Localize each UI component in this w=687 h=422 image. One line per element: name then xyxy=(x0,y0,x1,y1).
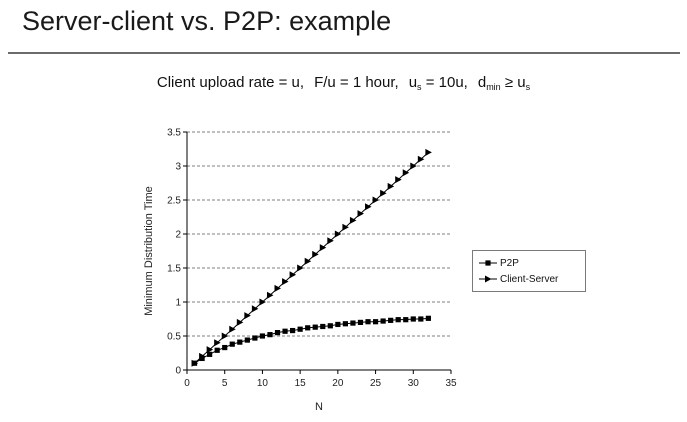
data-point-p2p xyxy=(252,335,258,341)
data-point-client-server xyxy=(191,359,199,367)
y-axis-title: Minimum Distribution Time xyxy=(143,186,155,316)
data-point-p2p xyxy=(395,317,401,323)
subtitle-file-time: F/u = 1 hour, xyxy=(314,74,399,91)
data-point-client-server xyxy=(289,271,297,279)
data-point-client-server xyxy=(236,318,244,326)
data-point-client-server xyxy=(251,305,259,313)
legend-label-p2p: P2P xyxy=(500,257,519,269)
data-point-p2p xyxy=(380,318,386,324)
x-tick-label: 10 xyxy=(257,378,269,389)
data-point-p2p xyxy=(365,319,371,325)
data-point-client-server xyxy=(266,291,274,299)
data-point-p2p xyxy=(222,344,228,351)
data-point-client-server xyxy=(342,223,349,231)
data-point-client-server xyxy=(425,148,432,156)
data-point-client-server xyxy=(244,312,251,320)
data-point-client-server xyxy=(357,210,364,218)
data-point-client-server xyxy=(199,352,206,360)
data-point-p2p xyxy=(267,332,273,338)
subtitle-dmin: dmin ≥ us xyxy=(477,74,531,92)
data-point-p2p xyxy=(403,317,409,323)
data-point-p2p xyxy=(290,327,296,334)
legend-swatch-client-server xyxy=(479,275,497,283)
data-point-p2p xyxy=(229,341,235,347)
y-tick-label: 2.5 xyxy=(167,196,181,207)
data-point-client-server xyxy=(214,339,221,347)
data-point-client-server xyxy=(402,169,410,177)
data-point-client-server xyxy=(387,182,395,190)
x-tick-label: 15 xyxy=(295,378,307,389)
y-tick-label: 3.5 xyxy=(167,128,181,139)
data-point-client-server xyxy=(417,155,425,163)
data-point-p2p xyxy=(350,320,356,326)
data-point-client-server xyxy=(334,230,342,238)
title-divider xyxy=(8,52,680,54)
data-point-p2p xyxy=(199,355,205,362)
data-point-p2p xyxy=(388,317,394,323)
x-axis-title: N xyxy=(315,401,323,413)
data-point-p2p xyxy=(207,351,213,357)
x-tick-label: 35 xyxy=(445,378,457,389)
x-tick-label: 20 xyxy=(332,378,344,389)
data-point-client-server xyxy=(312,250,319,258)
data-point-p2p xyxy=(335,321,341,328)
y-tick-label: 3 xyxy=(175,162,181,173)
data-point-p2p xyxy=(372,319,379,325)
y-tick-label: 1 xyxy=(175,298,181,309)
chart-legend: P2P Client-Server xyxy=(472,250,586,292)
data-point-p2p xyxy=(297,326,303,332)
data-point-client-server xyxy=(410,162,417,170)
data-point-p2p xyxy=(418,316,424,322)
legend-swatch-p2p xyxy=(479,260,497,266)
data-point-p2p xyxy=(327,323,333,329)
data-point-p2p xyxy=(237,339,243,345)
series-line-p2p xyxy=(194,317,429,364)
data-point-client-server xyxy=(297,264,304,272)
data-point-p2p xyxy=(259,333,266,339)
x-tick-label: 5 xyxy=(222,378,228,389)
data-point-p2p xyxy=(320,323,326,330)
data-point-p2p xyxy=(312,324,318,330)
data-point-p2p xyxy=(357,319,364,325)
data-point-p2p xyxy=(425,315,431,321)
data-point-client-server xyxy=(395,176,402,184)
x-tick-label: 30 xyxy=(408,378,420,389)
data-point-client-server xyxy=(365,203,372,211)
data-point-p2p xyxy=(305,325,311,331)
legend-label-client-server: Client-Server xyxy=(500,273,559,285)
y-tick-label: 2 xyxy=(175,230,181,241)
data-point-client-server xyxy=(327,237,334,245)
data-point-p2p xyxy=(214,347,220,353)
data-point-client-server xyxy=(349,216,357,224)
data-point-p2p xyxy=(282,328,288,334)
legend-item-client-server: Client-Server xyxy=(479,272,558,286)
data-point-client-server xyxy=(380,189,387,197)
data-point-client-server xyxy=(372,196,380,204)
legend-item-p2p: P2P xyxy=(479,256,519,270)
data-point-client-server xyxy=(282,278,289,286)
data-point-p2p xyxy=(274,330,281,336)
data-point-p2p xyxy=(410,316,416,322)
subtitle-upload-rate: Client upload rate = u, xyxy=(156,74,305,91)
data-point-p2p xyxy=(342,321,348,327)
slide-subtitle: Client upload rate = u, F/u = 1 hour, us =… xyxy=(0,74,687,92)
data-point-client-server xyxy=(206,346,214,354)
y-tick-label: 0.5 xyxy=(167,332,181,343)
y-tick-label: 1.5 xyxy=(167,264,181,275)
x-tick-label: 25 xyxy=(370,378,382,389)
data-point-client-server xyxy=(319,244,327,252)
data-point-client-server xyxy=(259,298,266,306)
x-tick-label: 0 xyxy=(184,378,190,389)
subtitle-server-rate: us = 10u, xyxy=(408,74,468,92)
data-point-p2p xyxy=(244,337,250,343)
data-point-client-server xyxy=(229,325,236,333)
data-point-client-server xyxy=(221,332,229,340)
y-tick-label: 0 xyxy=(175,366,181,377)
slide-title: Server-client vs. P2P: example xyxy=(22,6,392,36)
data-point-client-server xyxy=(274,284,282,292)
data-point-client-server xyxy=(304,257,312,265)
